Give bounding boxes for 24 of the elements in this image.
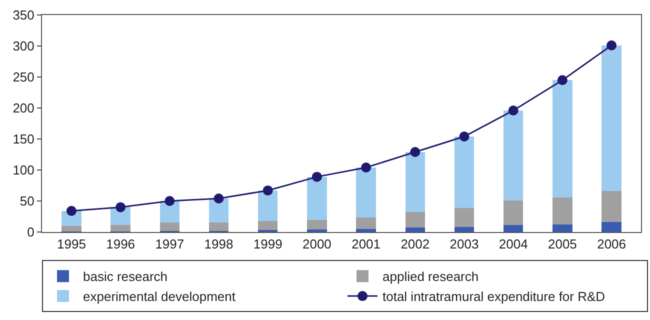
y-tick-label: 200 [12,100,34,116]
x-tick-label: 2001 [352,236,381,252]
x-tick-label: 1997 [155,236,184,252]
x-tick-label: 2006 [597,236,626,252]
legend-label: basic research [83,269,168,284]
x-tick-label: 2005 [548,236,577,252]
x-tick-label: 1996 [106,236,136,252]
y-tick-label: 300 [12,38,34,54]
x-tick-label: 2004 [498,236,528,252]
x-tick-label: 1998 [204,236,234,252]
legend-label: experimental development [83,289,236,304]
y-tick-label: 350 [12,8,34,23]
y-tick-label: 0 [27,224,34,240]
x-tick-label: 2000 [302,236,332,252]
legend-label: applied research [382,269,479,284]
y-tick-label: 100 [12,162,34,178]
x-tick-label: 2003 [450,236,479,252]
y-tick-label: 250 [12,70,34,85]
x-tick-label: 1995 [57,236,86,252]
x-tick-label: 1999 [253,236,282,252]
y-tick-label: 50 [20,194,34,209]
legend-label: total intratramural expenditure for R&D [382,289,606,304]
x-tick-label: 2002 [400,236,430,252]
y-tick-label: 150 [12,132,34,147]
